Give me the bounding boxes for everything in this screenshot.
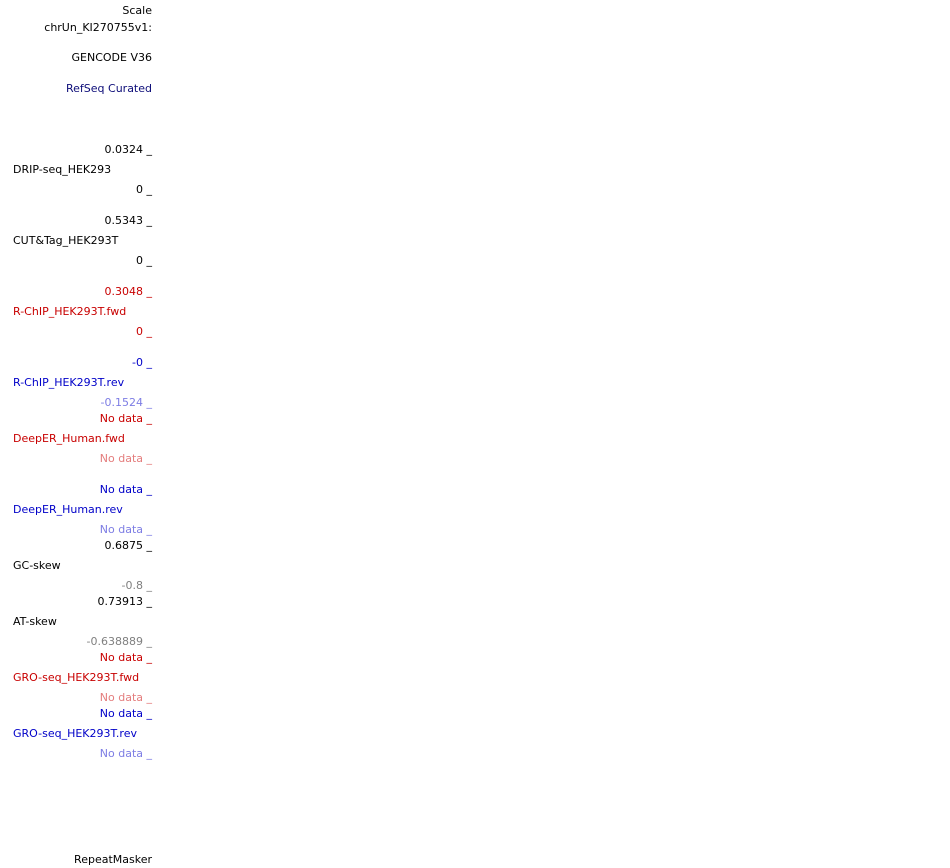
track-max-value: 0.3048 _ (104, 285, 153, 298)
track-label-gencode[interactable]: GENCODE V36 (71, 51, 152, 64)
scale-label: Scale (122, 4, 152, 17)
track-min-value: No data _ (99, 747, 152, 760)
track-label-deeper-fwd[interactable]: DeepER_Human.fwd (13, 432, 125, 445)
track-max-value: No data _ (99, 707, 152, 720)
track-min-value: 0 _ (136, 183, 152, 196)
track-label-r-chip-fwd[interactable]: R-ChIP_HEK293T.fwd (13, 305, 127, 318)
track-max-value: No data _ (99, 651, 152, 664)
track-max-value: 0.73913 _ (97, 595, 153, 608)
chromosome-label: chrUn_KI270755v1: (44, 21, 152, 34)
track-label-gc-skew[interactable]: GC-skew (13, 559, 61, 572)
track-min-value: 0 _ (136, 325, 152, 338)
track-max-value: 0.6875 _ (104, 539, 153, 552)
track-min-value: -0.8 _ (121, 579, 152, 592)
track-label-cut-tag[interactable]: CUT&Tag_HEK293T (13, 234, 119, 247)
track-min-value: No data _ (99, 691, 152, 704)
track-max-value: No data _ (99, 412, 152, 425)
track-label-r-chip-rev[interactable]: R-ChIP_HEK293T.rev (13, 376, 125, 389)
track-min-value: No data _ (99, 452, 152, 465)
track-label-deeper-rev[interactable]: DeepER_Human.rev (13, 503, 123, 516)
track-max-value: 0.0324 _ (104, 143, 153, 156)
track-min-value: 0 _ (136, 254, 152, 267)
track-label-refseq-curated[interactable]: RefSeq Curated (66, 82, 152, 95)
track-label-gro-seq-rev[interactable]: GRO-seq_HEK293T.rev (13, 727, 137, 740)
track-max-value: -0 _ (132, 356, 152, 369)
track-label-gro-seq-fwd[interactable]: GRO-seq_HEK293T.fwd (13, 671, 140, 684)
track-max-value: No data _ (99, 483, 152, 496)
track-min-value: -0.1524 _ (100, 396, 152, 409)
track-label-drip-seq[interactable]: DRIP-seq_HEK293 (13, 163, 112, 176)
track-label-repeatmasker[interactable]: RepeatMasker (74, 853, 152, 866)
track-min-value: -0.638889 _ (86, 635, 152, 648)
track-max-value: 0.5343 _ (104, 214, 153, 227)
track-min-value: No data _ (99, 523, 152, 536)
track-label-at-skew[interactable]: AT-skew (13, 615, 57, 628)
